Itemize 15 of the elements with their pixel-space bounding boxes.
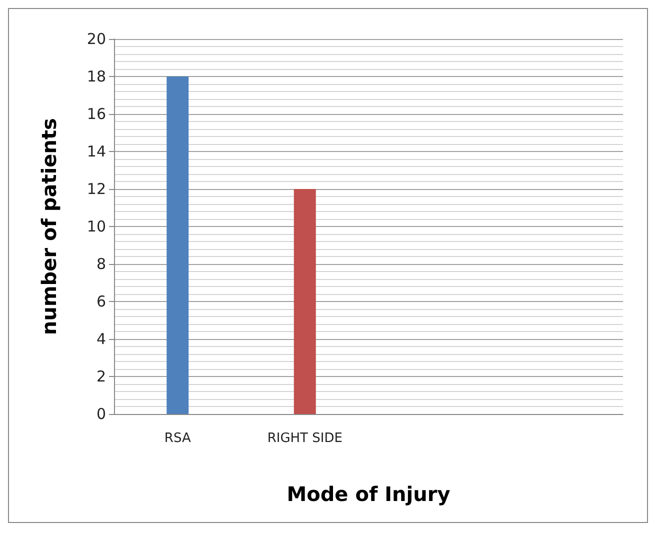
x-tick-label: RIGHT SIDE [267, 431, 342, 446]
y-tick-label: 18 [86, 68, 106, 86]
y-tick-label: 2 [96, 368, 106, 386]
y-tick-label: 4 [96, 330, 106, 348]
x-axis-title: Mode of Injury [286, 482, 450, 506]
y-tick-label: 14 [86, 142, 106, 160]
y-axis-title: number of patients [37, 118, 61, 335]
x-tick-label: RSA [164, 431, 191, 446]
y-tick-label: 8 [96, 255, 106, 273]
y-tick-label: 6 [96, 292, 106, 310]
y-tick-label: 20 [86, 30, 106, 48]
y-tick-label: 0 [96, 405, 106, 423]
y-tick-label: 16 [86, 105, 106, 123]
y-tick-label: 10 [86, 218, 106, 236]
y-tick-label: 12 [86, 180, 106, 198]
